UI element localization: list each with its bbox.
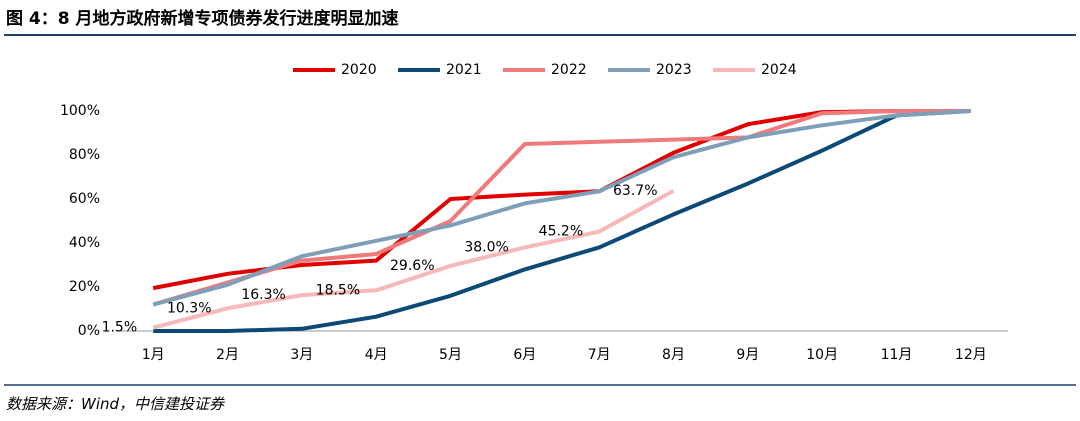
data-label: 18.5% (316, 282, 360, 298)
legend-label: 2020 (341, 62, 377, 78)
source: 数据来源：Wind，中信建投证券 (6, 395, 225, 413)
x-tick-label: 11月 (881, 347, 913, 363)
data-label: 10.3% (167, 300, 211, 316)
data-label: 29.6% (390, 258, 434, 274)
series-line (152, 109, 971, 307)
x-tick-label: 4月 (365, 347, 388, 363)
series-line (153, 109, 971, 333)
data-label: 1.5% (102, 320, 138, 336)
y-tick-label: 20% (69, 279, 100, 295)
x-tick-label: 6月 (513, 347, 536, 363)
y-tick-label: 100% (60, 103, 100, 119)
x-tick-label: 8月 (662, 347, 685, 363)
chart-title: 图 4：8 月地方政府新增专项债券发行进度明显加速 (6, 8, 399, 29)
series-line (152, 189, 675, 330)
x-tick-label: 1月 (142, 347, 165, 363)
series-line (152, 109, 971, 307)
x-tick-label: 10月 (806, 347, 838, 363)
x-tick-label: 3月 (290, 347, 313, 363)
legend-label: 2023 (656, 62, 692, 78)
data-label: 38.0% (464, 239, 508, 255)
x-tick-label: 12月 (955, 347, 987, 363)
x-tick-label: 2月 (216, 347, 239, 363)
legend-label: 2022 (551, 62, 587, 78)
y-tick-label: 40% (69, 235, 100, 251)
legend-label: 2021 (446, 62, 482, 78)
y-tick-label: 0% (78, 323, 100, 339)
x-tick-label: 5月 (439, 347, 462, 363)
data-label: 63.7% (613, 183, 657, 199)
y-tick-label: 60% (69, 191, 100, 207)
legend-label: 2024 (761, 62, 797, 78)
y-tick-label: 80% (69, 147, 100, 163)
data-label: 45.2% (539, 224, 583, 240)
data-label: 16.3% (241, 287, 285, 303)
x-tick-label: 7月 (588, 347, 611, 363)
x-tick-label: 9月 (736, 347, 759, 363)
